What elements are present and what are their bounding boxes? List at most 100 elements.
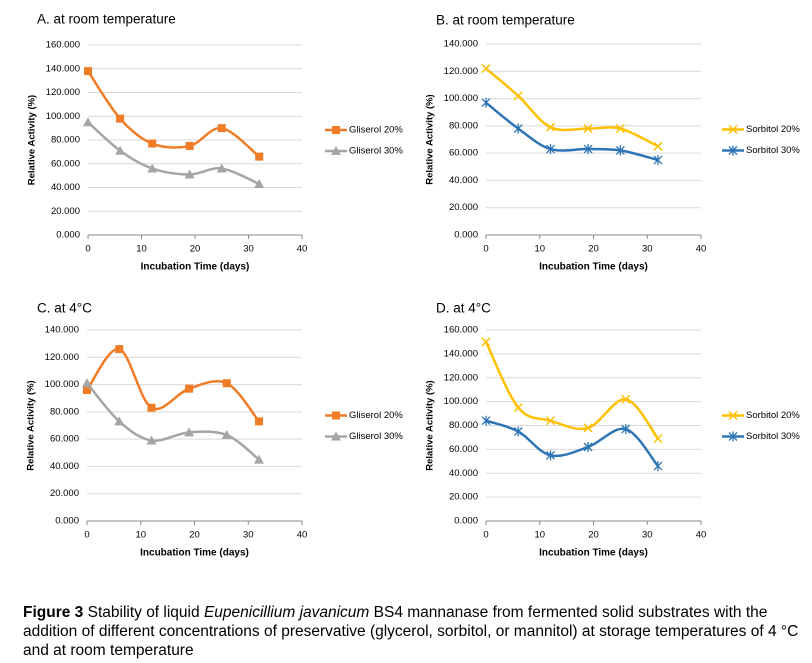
x-tick-label: 10 [534,530,545,541]
marker [116,114,125,123]
marker [184,169,195,179]
y-tick-label: 160.000 [46,40,80,51]
x-tick-label: 20 [189,530,200,541]
legend-marker [332,411,340,420]
y-axis-label: Relative Activity (%) [26,380,37,470]
marker [222,379,231,388]
marker [621,424,631,435]
chart-title: A. at room temperature [37,12,176,27]
x-tick-label: 0 [483,530,488,541]
y-axis-label: Relative Activity (%) [425,94,436,184]
x-tick-label: 40 [696,530,707,541]
x-tick-label: 10 [534,244,545,255]
marker [83,386,91,395]
chart-panel: C. at 4°C 0.000 20.000 40.000 60.000 80.000 10… [26,301,404,559]
y-tick-label: 0.000 [55,516,79,527]
marker [653,461,663,472]
series-line [484,341,660,440]
y-tick-label: 120.000 [444,66,478,77]
marker [513,403,523,413]
marker [481,337,491,347]
marker [115,145,126,155]
marker [513,91,523,101]
y-tick-label: 80.000 [449,120,478,131]
marker [147,403,156,412]
x-tick-label: 40 [696,244,707,255]
marker [545,416,556,426]
y-tick-label: 100.000 [444,93,478,104]
y-tick-label: 100.000 [46,111,80,122]
y-tick-label: 0.000 [56,230,80,241]
y-tick-label: 140.000 [444,39,478,50]
x-tick-label: 0 [85,244,90,255]
y-tick-label: 140.000 [45,325,79,336]
y-tick-label: 100.000 [444,396,478,407]
x-axis-label: Incubation Time (days) [141,262,250,273]
series-line [86,382,260,461]
x-axis-label: Incubation Time (days) [539,548,648,559]
marker [615,145,625,156]
marker [83,117,93,127]
y-axis-label: Relative Activity (%) [27,95,38,185]
marker [583,441,593,452]
x-tick-label: 40 [297,244,308,255]
y-tick-label: 40.000 [51,182,80,193]
chart-panel: A. at room temperature 0.000 20.000 40.000 6… [27,12,404,273]
x-tick-label: 30 [642,530,653,541]
y-tick-label: 20.000 [449,202,478,213]
x-tick-label: 20 [190,244,201,255]
marker [481,97,491,108]
chart-title: B. at room temperature [436,13,575,28]
marker [583,423,593,433]
series-line [485,419,659,467]
y-tick-label: 40.000 [449,175,478,186]
x-axis-label: Incubation Time (days) [539,262,648,273]
marker [545,122,556,132]
series-line [485,101,659,162]
x-tick-label: 10 [135,530,146,541]
marker [513,426,523,437]
y-tick-label: 100.000 [45,379,79,390]
charts: A. at room temperature 0.000 20.000 40.000 6… [26,12,801,559]
marker [146,435,157,445]
chart-panel: D. at 4°C 0.000 20.000 40.000 60.000 80.000 10… [425,301,801,559]
marker [583,124,593,134]
legend-label: Gliserol 30% [349,431,403,442]
series-line [87,121,260,186]
y-tick-label: 140.000 [46,63,80,74]
marker [653,141,663,151]
y-tick-label: 20.000 [51,206,80,217]
x-tick-label: 10 [136,244,147,255]
x-tick-label: 20 [588,244,599,255]
legend-label: Gliserol 20% [349,125,403,136]
legend-marker [728,145,738,156]
marker [216,163,227,173]
y-tick-label: 60.000 [449,148,478,159]
y-tick-label: 20.000 [449,492,478,503]
marker [185,141,194,150]
x-tick-label: 30 [243,244,254,255]
caption-label: Figure 3 [23,604,84,621]
legend-label: Sorbitol 20% [746,410,800,421]
marker [217,124,226,133]
legend-label: Sorbitol 30% [746,431,800,442]
caption-text: Stability of liquid [87,604,200,621]
marker [481,415,491,426]
y-tick-label: 60.000 [50,434,79,445]
series-line [85,347,260,423]
y-tick-label: 40.000 [449,468,478,479]
series-line [86,70,260,158]
caption: Figure 3 Stability of liquid Eupenicilli… [23,603,808,660]
y-tick-label: 60.000 [51,158,80,169]
marker [513,123,523,134]
y-tick-label: 120.000 [45,352,79,363]
y-tick-label: 0.000 [454,516,478,527]
marker [221,430,232,440]
marker [184,427,195,437]
y-tick-label: 160.000 [444,325,478,336]
x-axis-label: Incubation Time (days) [140,548,249,559]
marker [255,417,263,426]
marker [185,384,194,393]
marker [147,163,158,173]
x-tick-label: 20 [588,530,599,541]
